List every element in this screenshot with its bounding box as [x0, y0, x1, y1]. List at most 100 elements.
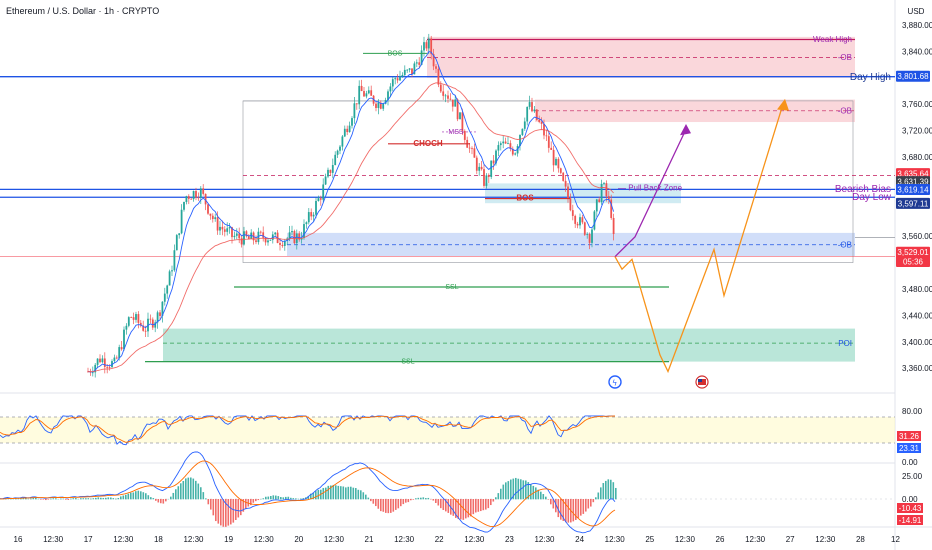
macd-bar	[255, 499, 257, 502]
macd-bar	[97, 497, 100, 500]
candle-body	[550, 147, 553, 150]
macd-bar	[385, 499, 387, 513]
candle-body	[612, 217, 615, 235]
lightning-event-icon[interactable]	[608, 375, 622, 389]
candle-body	[132, 317, 135, 320]
candle-body	[444, 95, 447, 97]
macd-bar	[227, 499, 230, 526]
candle-body	[435, 66, 437, 69]
macd-bar	[412, 499, 415, 500]
candle-body	[389, 86, 392, 92]
macd-bar	[502, 484, 505, 500]
macd-bar	[352, 487, 355, 500]
candle-body	[598, 199, 601, 202]
macd-bar	[32, 497, 35, 500]
macd-bar	[380, 499, 382, 512]
macd-bar	[397, 499, 400, 509]
candle-body	[475, 157, 478, 171]
candle-body	[327, 169, 329, 177]
macd-bar	[55, 498, 57, 500]
candle-body	[156, 312, 159, 323]
mss-label: MSS	[448, 129, 464, 136]
macd-bar	[487, 499, 490, 509]
macd-bar	[270, 496, 272, 500]
macd-bar	[120, 496, 122, 500]
time-tick-label: 12:30	[43, 535, 64, 544]
chart-title[interactable]: Ethereum / U.S. Dollar · 1h · CRYPTO	[6, 6, 160, 16]
candle-body	[399, 76, 401, 81]
macd-bar	[110, 497, 112, 500]
macd-bar	[182, 481, 185, 500]
candle-body	[99, 358, 101, 363]
range-box	[242, 100, 854, 263]
macd-bar	[510, 479, 512, 500]
ema-fast-line	[87, 50, 615, 373]
candle-body	[547, 136, 550, 148]
candle-body	[130, 317, 133, 318]
macd-bar	[280, 497, 282, 500]
macd-bar	[432, 499, 435, 501]
candle-body	[579, 217, 581, 226]
macd-bar	[612, 482, 615, 500]
macd-bar	[377, 499, 380, 509]
macd-bar	[232, 499, 235, 523]
macd-bar	[587, 499, 590, 509]
candle-body	[509, 143, 512, 149]
candle-body	[185, 196, 188, 202]
macd-bar	[395, 499, 397, 510]
macd-bar	[80, 498, 82, 500]
candle-body	[478, 166, 481, 171]
macd-tag-2	[897, 515, 923, 525]
macd-bar	[577, 499, 580, 518]
macd-bar	[297, 498, 300, 500]
macd-bar	[335, 485, 337, 500]
candle-body	[459, 112, 461, 120]
macd-histogram	[0, 477, 617, 527]
price-axis[interactable]: 3,880.00 3,840.00 3,760.00 3,720.00 3,680.00…	[902, 21, 932, 373]
candle-body	[240, 238, 243, 245]
macd-bar	[292, 498, 295, 500]
candle-body	[468, 147, 471, 149]
candle-body	[96, 358, 99, 365]
macd-bar	[122, 495, 125, 500]
candle-body	[427, 38, 430, 49]
candle-body	[367, 90, 370, 94]
candle-body	[199, 188, 202, 198]
candle-body	[197, 197, 200, 199]
candle-body	[526, 106, 529, 122]
macd-bar	[455, 499, 457, 518]
candle-body	[226, 228, 229, 232]
macd-bar	[460, 499, 462, 520]
levels-layer	[0, 38, 895, 363]
macd-bar	[225, 499, 227, 527]
candle-body	[411, 68, 413, 75]
candle-body	[288, 232, 291, 239]
currency-label[interactable]: USD	[908, 7, 925, 16]
price-tag-label: 3,597.11	[898, 199, 929, 208]
macd-bar	[202, 492, 205, 500]
candle-body	[204, 193, 207, 205]
macd-bar	[610, 479, 612, 500]
candle-body	[279, 242, 281, 245]
candle-body	[221, 226, 224, 230]
candle-body	[406, 69, 409, 71]
candle-body	[603, 183, 605, 185]
macd-bar	[525, 480, 527, 500]
macd-bar	[417, 497, 420, 500]
candle-body	[564, 180, 567, 187]
macd-bar	[250, 499, 252, 506]
candle-body	[91, 372, 94, 374]
price-tick-label: 3,480.00	[902, 285, 932, 294]
candle-body	[317, 198, 320, 201]
candle-body	[502, 141, 505, 144]
candle-body	[360, 85, 363, 92]
macd-bar	[157, 499, 160, 503]
macd-bar	[602, 483, 605, 500]
candle-body	[159, 312, 161, 316]
price-tag-label: 3,801.68	[897, 72, 929, 81]
candle-body	[207, 204, 209, 214]
time-axis[interactable]: 16 12:30 17 12:30 18 12:30 19 12:30 20 12:30 21 12:…	[14, 535, 901, 544]
macd-bar	[447, 499, 450, 513]
price-tag	[896, 197, 930, 209]
stoch-value-1: 31.26	[899, 432, 920, 441]
